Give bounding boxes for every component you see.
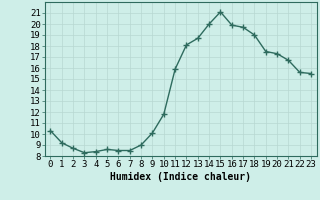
X-axis label: Humidex (Indice chaleur): Humidex (Indice chaleur)	[110, 172, 251, 182]
